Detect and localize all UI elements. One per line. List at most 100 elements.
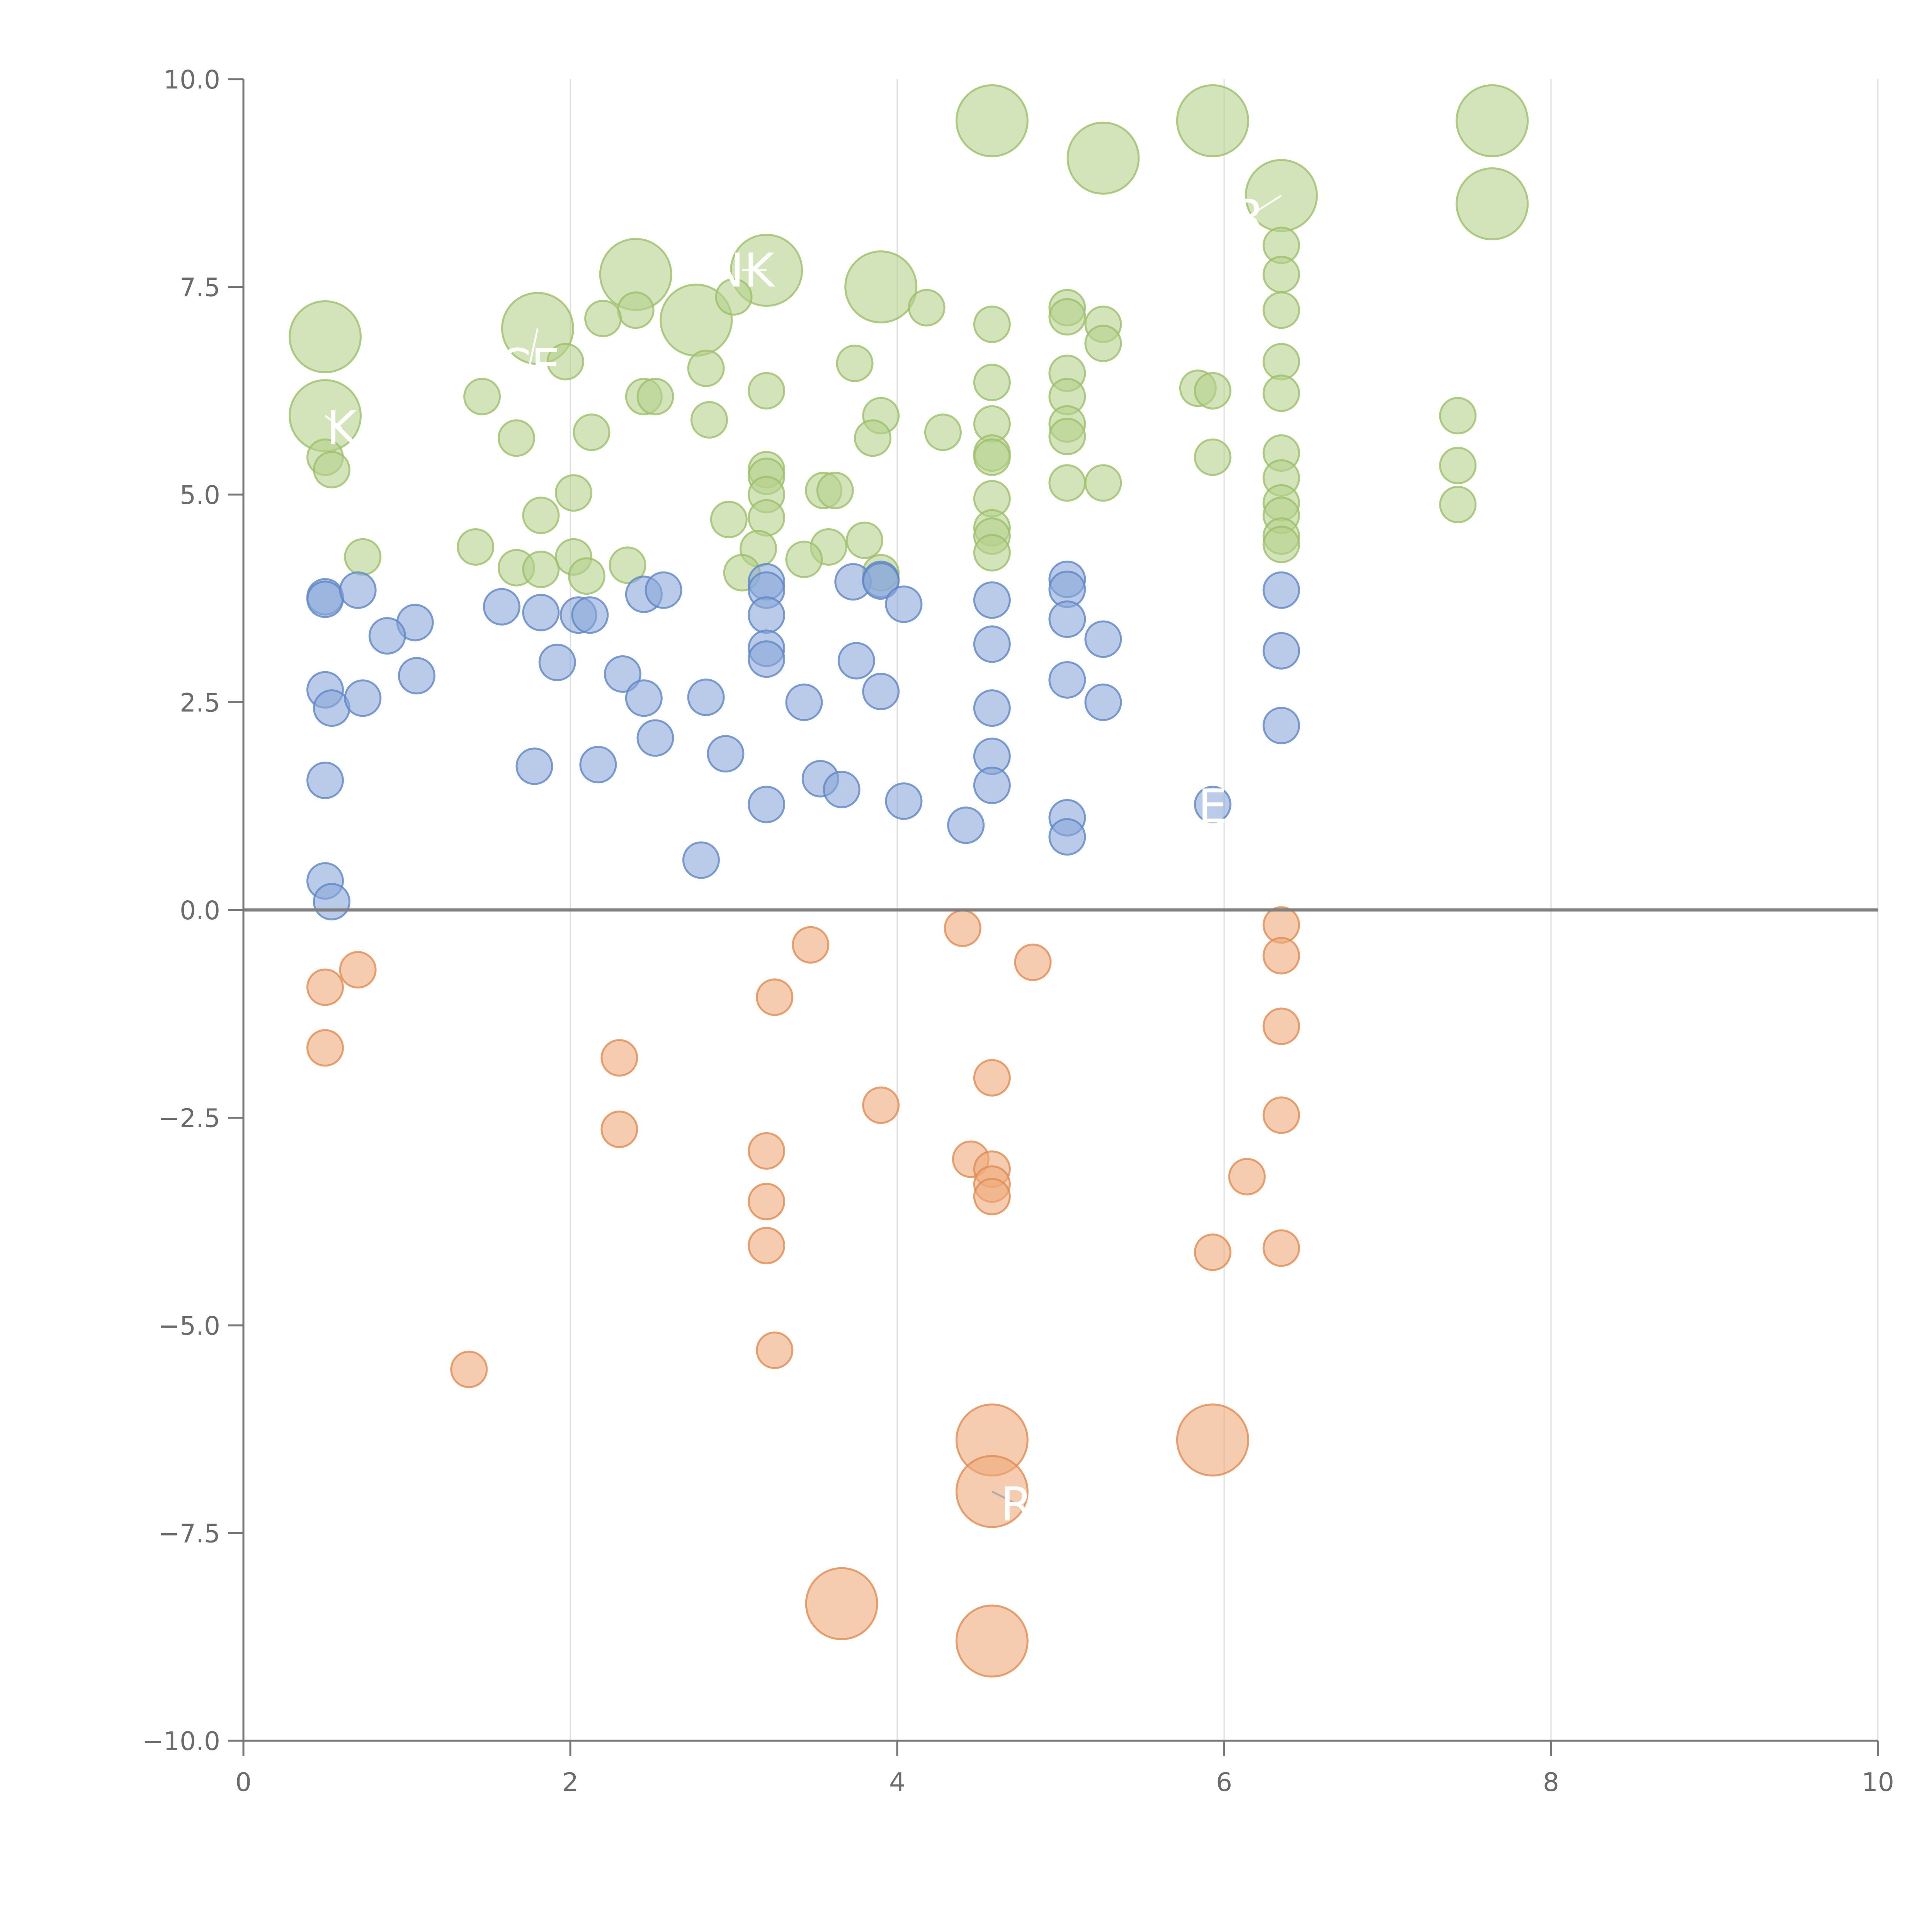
- orange-point: [973, 1059, 1011, 1097]
- green-point: [584, 299, 622, 337]
- green-point: [289, 300, 362, 373]
- green-point: [1048, 418, 1086, 455]
- orange-point: [1262, 937, 1300, 975]
- x-tick-label: 10: [1862, 1767, 1894, 1797]
- green-point: [1456, 84, 1529, 157]
- blue-point: [1084, 620, 1122, 658]
- blue-point: [947, 806, 985, 844]
- x-tick-label: 2: [562, 1767, 578, 1797]
- y-tick-label: −2.5: [158, 1104, 220, 1133]
- orange-point: [306, 968, 344, 1006]
- green-point: [816, 471, 854, 509]
- green-point: [636, 378, 674, 415]
- blue-point: [625, 679, 663, 717]
- y-tick-label: 10.0: [163, 65, 220, 95]
- green-point: [457, 528, 495, 566]
- blue-point: [687, 679, 725, 716]
- green-point: [715, 278, 753, 316]
- green-point: [973, 305, 1011, 343]
- blue-point: [1084, 684, 1122, 721]
- green-point: [617, 291, 655, 329]
- blue-point: [885, 585, 923, 623]
- blue-point: [313, 689, 350, 727]
- annotation-line: [1248, 194, 1282, 217]
- green-point: [854, 419, 892, 457]
- orange-point: [748, 1183, 786, 1221]
- blue-point: [538, 643, 576, 681]
- green-point: [1048, 298, 1086, 336]
- green-point: [955, 84, 1029, 157]
- green-point: [690, 401, 728, 439]
- blue-point: [313, 883, 350, 920]
- blue-point: [368, 617, 406, 655]
- green-point: [463, 378, 501, 415]
- annotation-label: E: [1198, 780, 1227, 833]
- annotation-label: R: [1000, 1478, 1032, 1531]
- x-tick-label: 6: [1216, 1767, 1232, 1797]
- blue-point: [522, 594, 560, 631]
- y-tick-label: 5.0: [180, 480, 220, 510]
- annotation-line: [528, 328, 539, 366]
- blue-point: [973, 767, 1011, 804]
- green-point: [748, 372, 786, 410]
- annotation-label: R: [1233, 190, 1265, 244]
- blue-point: [571, 596, 609, 634]
- green-point: [973, 364, 1011, 401]
- orange-point: [792, 926, 830, 964]
- blue-point: [1262, 632, 1300, 670]
- orange-point: [805, 1567, 878, 1640]
- annotation-lines: [324, 194, 1282, 1505]
- green-point: [1194, 438, 1231, 476]
- green-point: [497, 419, 535, 457]
- x-tick-label: 0: [235, 1767, 252, 1797]
- green-point: [1176, 84, 1249, 157]
- orange-point: [748, 1132, 786, 1170]
- x-tick-label: 8: [1543, 1767, 1559, 1797]
- blue-point: [748, 596, 786, 634]
- annotation-labels: NK R CE K E R: [326, 190, 1265, 1532]
- green-point: [1066, 121, 1140, 195]
- green-point: [522, 551, 560, 588]
- green-point: [845, 521, 883, 559]
- blue-point: [306, 580, 344, 618]
- orange-point: [1262, 1007, 1300, 1045]
- data-points: [289, 84, 1529, 1678]
- green-point: [1456, 167, 1529, 240]
- blue-point: [973, 625, 1011, 663]
- annotation-label: CE: [498, 340, 560, 393]
- green-point: [844, 250, 918, 323]
- blue-point: [515, 747, 553, 785]
- orange-point: [1014, 943, 1052, 981]
- green-point: [748, 499, 786, 537]
- y-tick-label: 0.0: [180, 896, 220, 925]
- y-tick-label: −10.0: [142, 1726, 220, 1756]
- green-point: [1084, 464, 1122, 502]
- orange-point: [450, 1350, 488, 1388]
- y-tick-label: −5.0: [158, 1311, 220, 1341]
- green-point: [1439, 486, 1477, 524]
- blue-point: [398, 657, 435, 695]
- green-point: [973, 534, 1011, 571]
- green-point: [522, 497, 560, 534]
- green-point: [344, 538, 382, 576]
- orange-point: [600, 1111, 638, 1148]
- blue-point: [344, 679, 382, 717]
- orange-point: [756, 1332, 794, 1369]
- blue-point: [645, 571, 682, 609]
- blue-point: [862, 673, 900, 711]
- green-point: [1439, 447, 1477, 485]
- blue-point: [862, 562, 900, 600]
- green-point: [1262, 374, 1300, 412]
- orange-point: [973, 1178, 1011, 1216]
- blue-point: [837, 642, 875, 680]
- orange-point: [955, 1604, 1029, 1678]
- green-point: [1439, 397, 1477, 435]
- green-point: [710, 501, 748, 538]
- blue-point: [1262, 707, 1300, 745]
- orange-point: [944, 909, 981, 947]
- blue-point: [885, 782, 923, 820]
- blue-point: [483, 588, 520, 626]
- y-tick-label: 7.5: [180, 273, 220, 303]
- blue-point: [748, 786, 786, 823]
